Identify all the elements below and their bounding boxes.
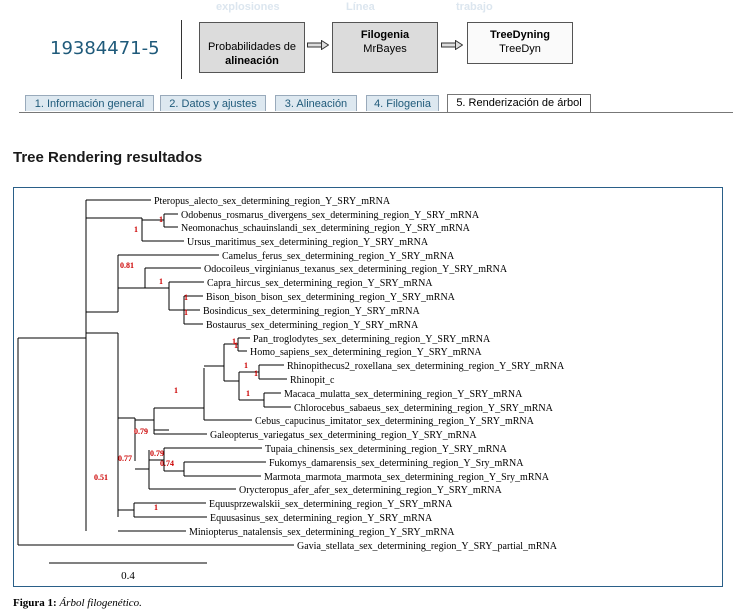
tree-leaf-label: Equusprzewalskii_sex_determining_region_… xyxy=(209,499,453,510)
support-value: 1 xyxy=(232,337,236,346)
tree-leaf-label: Orycteropus_afer_afer_sex_determining_re… xyxy=(239,485,502,496)
tree-leaf-label: Galeopterus_variegatus_sex_determining_r… xyxy=(210,430,477,441)
support-value: 1 xyxy=(254,369,258,378)
tree-leaf-label: Marmota_marmota_marmota_sex_determining_… xyxy=(264,472,550,483)
support-value: 0.51 xyxy=(94,473,108,482)
tree-leaf-label: Camelus_ferus_sex_determining_region_Y_S… xyxy=(222,251,455,262)
tree-leaf-label: Bison_bison_bison_sex_determining_region… xyxy=(206,292,456,303)
tree-leaf-label: Neomonachus_schauinslandi_sex_determinin… xyxy=(181,223,471,234)
section-title: Tree Rendering resultados xyxy=(13,149,203,166)
support-value: 1 xyxy=(184,308,188,317)
scale-bar-label: 0.4 xyxy=(121,570,135,582)
support-value: 1 xyxy=(159,215,163,224)
tree-leaf-label: Tupaia_chinensis_sex_determining_region_… xyxy=(265,444,508,455)
tree-leaf-label: Odocoileus_virginianus_texanus_sex_deter… xyxy=(204,264,508,275)
tree-leaf-label: Fukomys_damarensis_sex_determining_regio… xyxy=(269,458,524,469)
support-value: 1 xyxy=(184,293,188,302)
pipeline-step-phylogeny-title: Filogenia xyxy=(360,29,410,41)
tree-leaf-label: Ursus_maritimus_sex_determining_region_Y… xyxy=(187,237,429,248)
support-value: 0.74 xyxy=(160,459,174,468)
tree-leaf-label: Equusasinus_sex_determining_region_Y_SRY… xyxy=(210,513,433,524)
tree-panel: 1 1 0.81 1 1 1 1 1 1 1 1 1 0.79 0.77 0.79 0.74 0.51 1 Pte… xyxy=(13,187,723,587)
pipeline-step-phylogeny-subtitle: MrBayes xyxy=(363,43,407,55)
tree-leaf-label: Chlorocebus_sabaeus_sex_determining_regi… xyxy=(294,403,554,414)
tree-leaf-label: Homo_sapiens_sex_determining_region_Y_SR… xyxy=(250,347,482,358)
arrow-right-icon xyxy=(307,40,329,50)
job-id: 19384471-5 xyxy=(50,38,160,59)
tab-general-info[interactable]: 1. Información general xyxy=(25,95,154,111)
tree-leaf-label: Rhinopit_c xyxy=(290,375,335,386)
tree-leaf-label: Capra_hircus_sex_determining_region_Y_SR… xyxy=(207,278,433,289)
tree-leaf-label: Bostaurus_sex_determining_region_Y_SRY_m… xyxy=(206,320,419,331)
support-value: 0.77 xyxy=(118,454,132,463)
pipeline-step-alignment-subtitle: alineación xyxy=(225,55,279,67)
tab-phylogeny[interactable]: 4. Filogenia xyxy=(366,95,439,111)
pipeline-step-treedyn-subtitle: TreeDyn xyxy=(499,43,541,55)
tab-alignment[interactable]: 3. Alineación xyxy=(275,95,357,111)
tree-leaf-label: Macaca_mulatta_sex_determining_region_Y_… xyxy=(284,389,523,400)
figure-caption: Figura 1: Árbol filogenético. xyxy=(13,597,142,609)
support-value: 0.79 xyxy=(134,427,148,436)
tree-leaf-label: Pan_troglodytes_sex_determining_region_Y… xyxy=(253,334,491,345)
pipeline-step-treedyn-title: TreeDyning xyxy=(490,29,550,41)
support-value: 1 xyxy=(134,225,138,234)
faded-label-3: trabajo xyxy=(456,1,493,13)
faded-label-2: Línea xyxy=(346,1,375,13)
tree-leaf-label: Rhinopithecus2_roxellana_sex_determining… xyxy=(287,361,565,372)
support-value: 1 xyxy=(234,341,238,350)
tree-leaf-label: Bosindicus_sex_determining_region_Y_SRY_… xyxy=(203,306,420,317)
support-value: 1 xyxy=(174,386,178,395)
tabs-baseline xyxy=(19,112,733,113)
support-value: 0.81 xyxy=(120,261,134,270)
tree-leaf-label: Miniopterus_natalensis_sex_determining_r… xyxy=(189,527,455,538)
support-value: 1 xyxy=(246,389,250,398)
tree-leaf-label: Pteropus_alecto_sex_determining_region_Y… xyxy=(154,196,391,207)
tree-leaf-labels: Pteropus_alecto_sex_determining_region_Y… xyxy=(154,196,565,552)
caption-text: Árbol filogenético. xyxy=(59,597,142,609)
tree-leaf-label: Gavia_stellata_sex_determining_region_Y_… xyxy=(297,541,558,552)
pipeline-step-phylogeny[interactable]: Filogenia MrBayes xyxy=(332,22,438,73)
faded-label-1: explosiones xyxy=(216,1,280,13)
tab-tree-rendering[interactable]: 5. Renderización de árbol xyxy=(447,94,591,112)
pipeline-step-alignment-title: Probabilidades de xyxy=(207,41,297,53)
support-value: 0.79 xyxy=(150,449,164,458)
scale-bar: 0.4 xyxy=(49,562,207,582)
tab-data-settings[interactable]: 2. Datos y ajustes xyxy=(160,95,266,111)
tree-branches xyxy=(17,199,294,546)
support-value: 1 xyxy=(244,361,248,370)
pipeline-step-treedyn[interactable]: TreeDyning TreeDyn xyxy=(467,22,573,64)
support-value: 1 xyxy=(159,277,163,286)
support-value: 1 xyxy=(154,503,158,512)
caption-label: Figura 1: xyxy=(13,597,57,609)
tree-leaf-label: Cebus_capucinus_imitator_sex_determining… xyxy=(255,416,535,427)
arrow-right-icon xyxy=(441,40,463,50)
header-divider xyxy=(181,20,182,79)
tree-leaf-label: Odobenus_rosmarus_divergens_sex_determin… xyxy=(181,210,480,221)
pipeline-step-alignment[interactable]: Probabilidades de alineación xyxy=(199,22,305,73)
